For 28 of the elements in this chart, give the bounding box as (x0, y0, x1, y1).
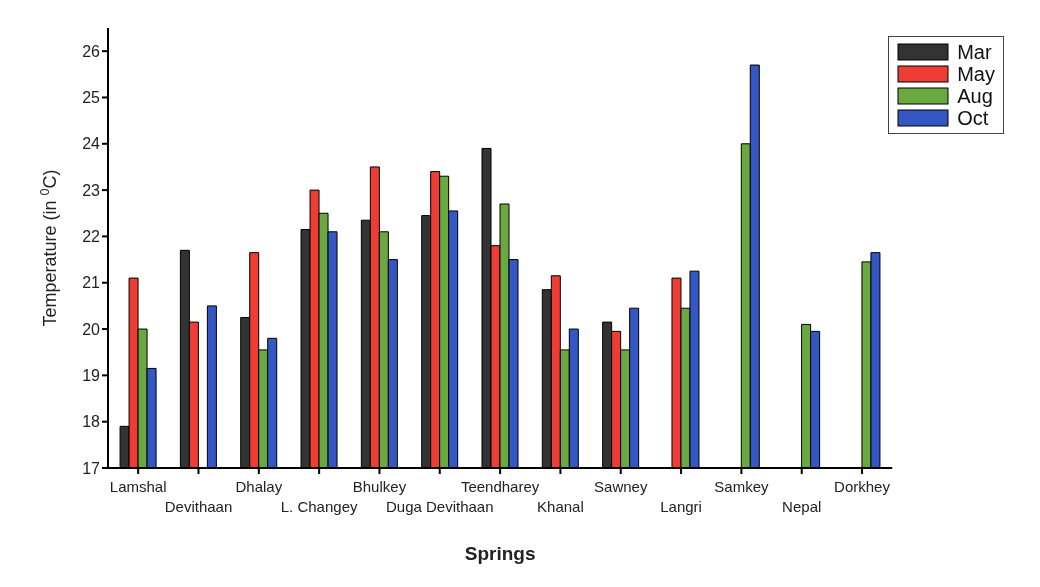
x-tick-label: Bhulkey (352, 478, 407, 495)
x-tick-label: Langri (660, 498, 702, 515)
y-tick-label: 17 (82, 459, 101, 477)
y-tick-label: 21 (82, 274, 101, 292)
y-tick-label: 18 (82, 413, 101, 431)
y-tick-label: 26 (82, 42, 101, 60)
legend-label: Mar (957, 41, 992, 63)
x-tick-label: Nepal (782, 498, 822, 515)
x-tick-label: Khanal (537, 498, 584, 515)
x-tick-label: Dhalay (235, 478, 283, 495)
x-tick-label: Dorkhey (834, 478, 891, 495)
legend-label: May (957, 63, 995, 85)
x-tick-label: Devithaan (164, 498, 233, 515)
legend-label: Aug (957, 85, 993, 107)
x-tick-label: Duga Devithaan (385, 498, 494, 515)
y-tick-label: 22 (82, 228, 101, 246)
x-tick-label: Lamshal (109, 478, 167, 495)
legend-label: Oct (957, 107, 989, 129)
x-tick-label: Samkey (714, 478, 769, 495)
y-tick-label: 19 (82, 367, 101, 385)
x-tick-label: L. Changey (280, 498, 358, 515)
x-axis-title: Springs (464, 543, 536, 564)
x-tick-label: Teendharey (460, 478, 540, 495)
x-tick-label: Sawney (594, 478, 648, 495)
y-tick-label: 20 (82, 320, 101, 338)
y-tick-label: 24 (82, 135, 101, 153)
y-tick-label: 23 (82, 181, 101, 199)
y-tick-label: 25 (82, 89, 101, 107)
